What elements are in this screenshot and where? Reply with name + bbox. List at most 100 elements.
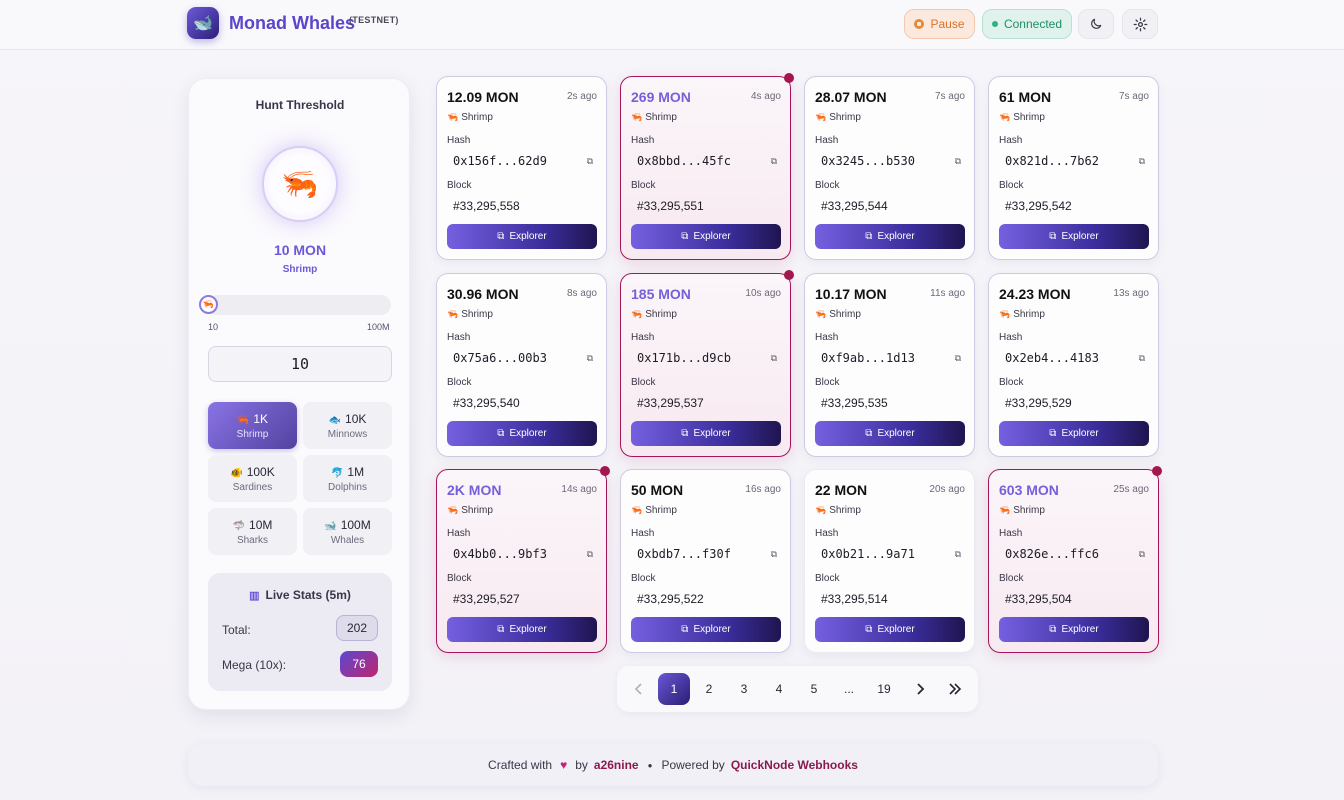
preset-whales[interactable]: 🐋 100M Whales: [303, 508, 392, 555]
page-ellipsis: ...: [843, 682, 854, 696]
page-button-5[interactable]: 5: [810, 682, 818, 696]
preset-value: 🦐 1K: [237, 412, 268, 426]
explorer-button[interactable]: ⧉ Explorer: [631, 224, 781, 249]
copy-icon[interactable]: ⧉: [1138, 549, 1145, 559]
copy-icon[interactable]: ⧉: [1138, 156, 1145, 166]
copy-icon[interactable]: ⧉: [586, 549, 593, 559]
tx-hash: 0x2eb4...4183: [1005, 351, 1099, 365]
page-button-19[interactable]: 19: [877, 682, 891, 696]
block-label: Block: [999, 377, 1024, 388]
transaction-card: 12.09 MON 2s ago 🦐 Shrimp Hash 0x156f...62d9 ⧉…: [436, 76, 607, 260]
page-button-1[interactable]: 1: [658, 673, 690, 705]
copy-icon[interactable]: ⧉: [586, 156, 593, 166]
theme-toggle-button[interactable]: [1078, 9, 1114, 39]
stats-title-text: Live Stats (5m): [265, 588, 351, 602]
tx-hash: 0x8bbd...45fc: [637, 154, 731, 168]
shrimp-icon: 🦐: [447, 309, 459, 319]
preset-minnows[interactable]: 🐟 10K Minnows: [303, 402, 392, 449]
copy-icon[interactable]: ⧉: [586, 353, 593, 363]
tx-amount: 28.07 MON: [815, 89, 887, 105]
tx-category-text: Shrimp: [829, 112, 861, 123]
explorer-button[interactable]: ⧉ Explorer: [631, 421, 781, 446]
footer-crafted: Crafted with: [488, 758, 553, 772]
tx-amount: 22 MON: [815, 482, 868, 498]
explorer-button[interactable]: ⧉ Explorer: [999, 421, 1149, 446]
explorer-button[interactable]: ⧉ Explorer: [631, 617, 781, 642]
transaction-card: 185 MON 10s ago 🦐 Shrimp Hash 0x171b...d9cb ⧉ B…: [620, 270, 794, 457]
threshold-panel: Hunt Threshold 🦐 10 MON Shrimp 🦐 10 100M…: [188, 78, 410, 710]
external-link-icon: ⧉: [681, 624, 689, 635]
explorer-button[interactable]: ⧉ Explorer: [447, 421, 597, 446]
tx-time: 16s ago: [745, 484, 781, 495]
settings-button[interactable]: [1122, 9, 1158, 39]
network-tag: (TESTNET): [349, 15, 399, 25]
provider-link[interactable]: QuickNode Webhooks: [730, 758, 858, 772]
explorer-button[interactable]: ⧉ Explorer: [815, 617, 965, 642]
transaction-card: 603 MON 25s ago 🦐 Shrimp Hash 0x826e...ffc6 ⧉ B…: [988, 466, 1162, 653]
page-button-4[interactable]: 4: [775, 682, 783, 696]
prev-page-button[interactable]: [623, 673, 655, 705]
explorer-button[interactable]: ⧉ Explorer: [999, 224, 1149, 249]
block-label: Block: [815, 377, 840, 388]
next-page-button[interactable]: [904, 673, 936, 705]
sharks-icon: 🦈: [232, 520, 246, 532]
preset-value: 🐟 10K: [329, 412, 367, 426]
explorer-button[interactable]: ⧉ Explorer: [447, 617, 597, 642]
preset-value: 🐬 1M: [331, 465, 364, 479]
author-link[interactable]: a26nine: [593, 758, 639, 772]
tx-category-text: Shrimp: [829, 309, 861, 320]
tx-time: 10s ago: [745, 288, 781, 299]
preset-value: 🐠 100K: [230, 465, 274, 479]
block-label: Block: [631, 180, 656, 191]
copy-icon[interactable]: ⧉: [770, 353, 777, 363]
tx-block: #33,295,522: [637, 592, 704, 606]
preset-shrimp[interactable]: 🦐 1K Shrimp: [208, 402, 297, 449]
dolphins-icon: 🐬: [330, 467, 344, 479]
pause-button[interactable]: Pause: [904, 9, 975, 39]
tx-block: #33,295,514: [821, 592, 888, 606]
explorer-button[interactable]: ⧉ Explorer: [815, 224, 965, 249]
external-link-icon: ⧉: [1049, 428, 1057, 439]
tx-hash: 0x0b21...9a71: [821, 547, 915, 561]
hash-label: Hash: [631, 135, 655, 146]
page-button-3[interactable]: 3: [740, 682, 748, 696]
explorer-button[interactable]: ⧉ Explorer: [447, 224, 597, 249]
tx-category: 🦐 Shrimp: [631, 309, 677, 320]
preset-label: Sharks: [236, 534, 269, 546]
preset-value-text: 10K: [345, 411, 367, 426]
preset-dolphins[interactable]: 🐬 1M Dolphins: [303, 455, 392, 502]
shrimp-icon: 🦐: [999, 309, 1011, 319]
transaction-card: 24.23 MON 13s ago 🦐 Shrimp Hash 0x2eb4...4183…: [988, 273, 1159, 457]
connection-status[interactable]: Connected: [982, 9, 1072, 39]
copy-icon[interactable]: ⧉: [770, 156, 777, 166]
slider-thumb[interactable]: 🦐: [199, 295, 218, 314]
hash-label: Hash: [999, 135, 1023, 146]
copy-icon[interactable]: ⧉: [954, 156, 961, 166]
explorer-button[interactable]: ⧉ Explorer: [999, 617, 1149, 642]
tx-amount: 30.96 MON: [447, 286, 519, 302]
preset-sardines[interactable]: 🐠 100K Sardines: [208, 455, 297, 502]
shrimp-icon: 🦐: [815, 112, 827, 122]
threshold-input[interactable]: [208, 346, 392, 382]
explorer-button[interactable]: ⧉ Explorer: [815, 421, 965, 446]
bar-chart-icon: ▥: [249, 590, 260, 602]
shrimp-icon: 🦐: [447, 505, 459, 515]
transaction-card: 10.17 MON 11s ago 🦐 Shrimp Hash 0xf9ab...1d13…: [804, 273, 975, 457]
tx-hash: 0x4bb0...9bf3: [453, 547, 547, 561]
chevron-left-icon: [634, 683, 642, 695]
tx-amount: 603 MON: [999, 482, 1059, 498]
copy-icon[interactable]: ⧉: [1138, 353, 1145, 363]
preset-sharks[interactable]: 🦈 10M Sharks: [208, 508, 297, 555]
threshold-slider[interactable]: [207, 295, 391, 315]
copy-icon[interactable]: ⧉: [770, 549, 777, 559]
tx-time: 7s ago: [1118, 91, 1149, 102]
minnows-icon: 🐟: [328, 414, 342, 426]
shrimp-icon: 🦐: [999, 505, 1011, 515]
tx-block: #33,295,540: [453, 396, 520, 410]
external-link-icon: ⧉: [681, 231, 689, 242]
page-button-2[interactable]: 2: [705, 682, 713, 696]
copy-icon[interactable]: ⧉: [954, 549, 961, 559]
hash-label: Hash: [815, 135, 839, 146]
copy-icon[interactable]: ⧉: [954, 353, 961, 363]
last-page-button[interactable]: [939, 673, 971, 705]
